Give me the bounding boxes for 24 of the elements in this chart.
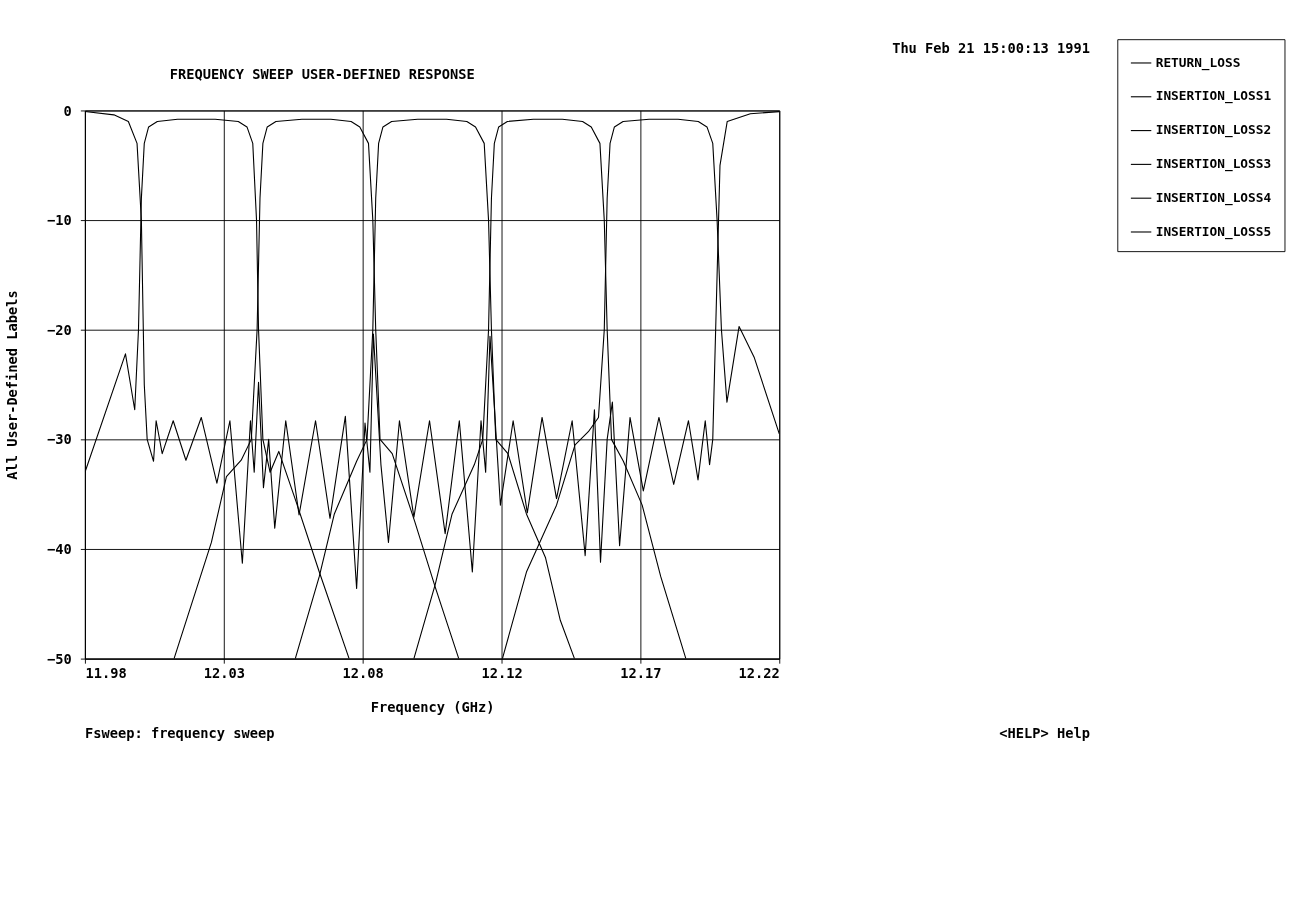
text: Thu Feb 21 15:00:13 1991 xyxy=(892,39,1090,56)
legend-label: RETURN_LOSS xyxy=(1155,54,1241,71)
x-tick-label: 12.17 xyxy=(620,665,662,682)
y-tick-label: −40 xyxy=(46,541,72,558)
legend-label: INSERTION_LOSS2 xyxy=(1155,122,1272,139)
y-tick-label: −30 xyxy=(46,431,72,448)
y-axis-title: All User-Defined Labels xyxy=(3,290,20,480)
chart-title: FREQUENCY SWEEP USER-DEFINED RESPONSE xyxy=(169,65,475,82)
x-axis-title: Frequency (GHz) xyxy=(370,699,495,716)
y-tick-label: 0 xyxy=(63,102,72,119)
legend-label: INSERTION_LOSS3 xyxy=(1155,156,1272,173)
text: Fsweep: frequency sweep xyxy=(84,725,275,742)
x-tick-label: 12.12 xyxy=(481,665,523,682)
x-tick-label: 12.08 xyxy=(342,665,384,682)
x-tick-label: 11.98 xyxy=(85,665,127,682)
x-tick-label: 12.22 xyxy=(738,665,780,682)
y-tick-label: −50 xyxy=(46,650,72,667)
y-tick-label: −20 xyxy=(46,321,72,338)
legend-label: INSERTION_LOSS1 xyxy=(1155,88,1272,105)
x-tick-label: 12.03 xyxy=(203,665,245,682)
text: <HELP> Help xyxy=(999,725,1090,742)
y-tick-label: −10 xyxy=(46,212,72,229)
legend-label: INSERTION_LOSS5 xyxy=(1155,223,1272,240)
legend-label: INSERTION_LOSS4 xyxy=(1155,189,1272,206)
